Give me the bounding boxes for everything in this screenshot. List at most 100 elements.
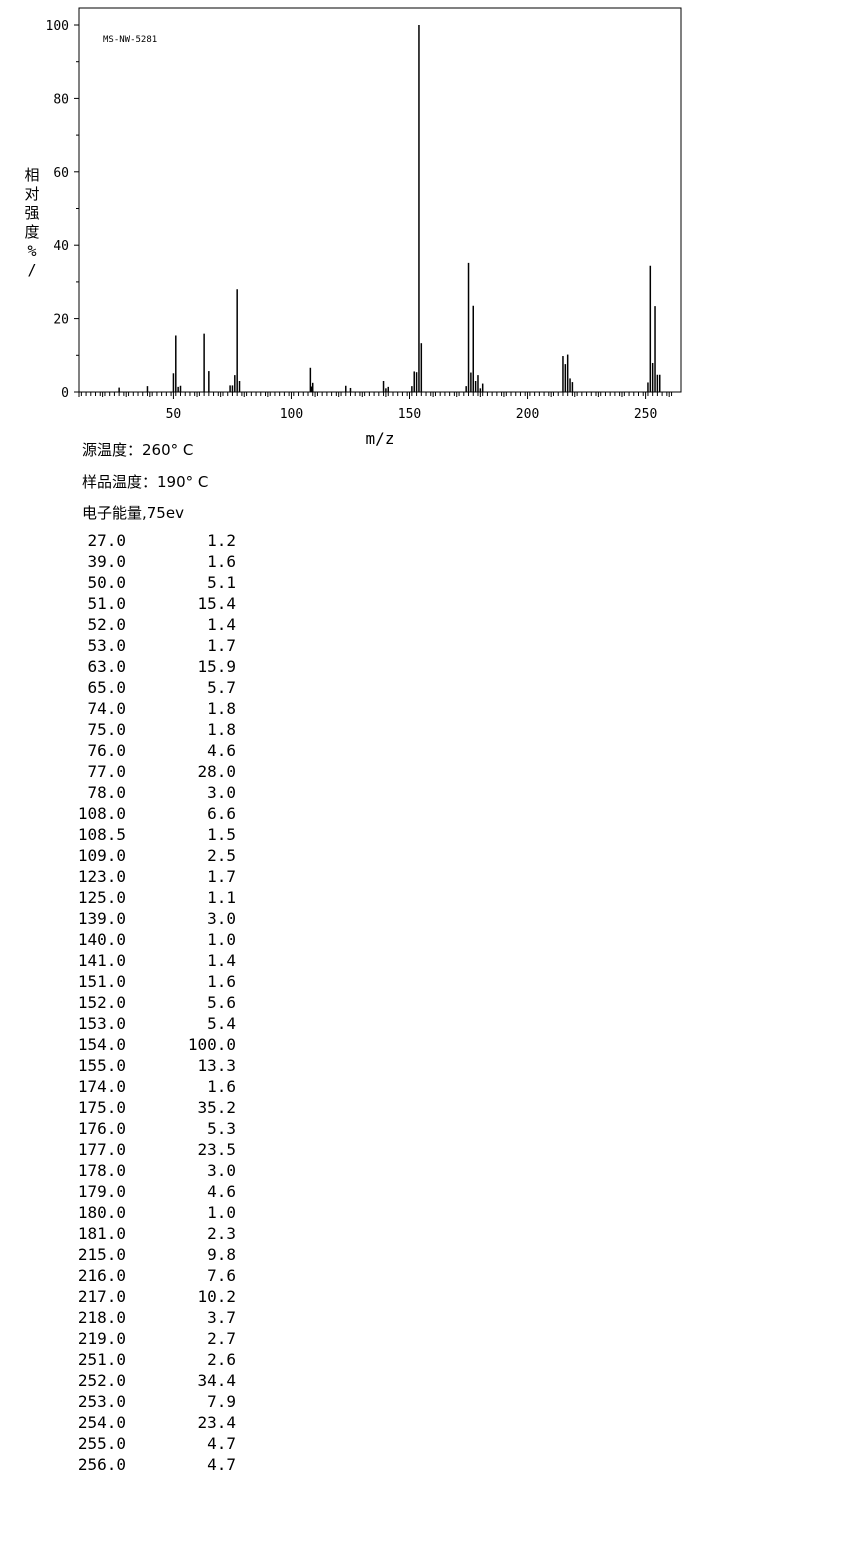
peak-mz: 154.0: [77, 1035, 126, 1054]
peak-intensity: 4.7: [207, 1455, 236, 1474]
peak-mz: 251.0: [77, 1350, 126, 1369]
peak-intensity: 5.1: [207, 573, 236, 592]
peak-intensity: 9.8: [207, 1245, 236, 1264]
peak-intensity: 1.6: [207, 552, 236, 571]
peak-mz: 50.0: [87, 573, 126, 592]
peak-intensity: 13.3: [197, 1056, 236, 1075]
peak-intensity: 1.1: [207, 888, 236, 907]
peak-intensity: 1.2: [207, 531, 236, 550]
peak-mz: 219.0: [77, 1329, 126, 1348]
peak-mz: 151.0: [77, 972, 126, 991]
peak-intensity: 2.5: [207, 846, 236, 865]
peak-mz: 255.0: [77, 1434, 126, 1453]
plot-frame: [78, 7, 682, 393]
peak-mz: 252.0: [77, 1371, 126, 1390]
y-tick-label: 80: [53, 92, 69, 107]
peak-mz: 152.0: [77, 993, 126, 1012]
peak-intensity: 1.7: [207, 867, 236, 886]
source-temperature: 源温度：260° C: [82, 441, 194, 459]
peak-mz: 256.0: [77, 1455, 126, 1474]
peak-intensity: 3.0: [207, 783, 236, 802]
peak-intensity: 23.5: [197, 1140, 236, 1159]
y-axis-label-char: 相: [24, 166, 39, 184]
peak-mz: 77.0: [87, 762, 126, 781]
peak-intensity: 3.0: [207, 909, 236, 928]
peak-intensity: 1.0: [207, 930, 236, 949]
peak-mz: 178.0: [77, 1161, 126, 1180]
peak-intensity: 100.0: [187, 1035, 236, 1054]
peak-intensity: 1.5: [207, 825, 236, 844]
chart-title: MS-NW-5281: [103, 35, 157, 45]
peak-intensity: 28.0: [197, 762, 236, 781]
peak-mz: 215.0: [77, 1245, 126, 1264]
peak-intensity: 1.6: [207, 1077, 236, 1096]
peak-intensity: 5.7: [207, 678, 236, 697]
peak-intensity: 2.7: [207, 1329, 236, 1348]
peak-mz: 254.0: [77, 1413, 126, 1432]
peak-intensity: 6.6: [207, 804, 236, 823]
spectrum-bars: [118, 25, 661, 392]
peak-intensity: 1.6: [207, 972, 236, 991]
y-tick-label: 60: [53, 166, 69, 181]
peak-mz: 39.0: [87, 552, 126, 571]
peak-mz: 176.0: [77, 1119, 126, 1138]
x-tick-label: 50: [166, 407, 182, 422]
peak-mz: 253.0: [77, 1392, 126, 1411]
peak-intensity: 2.6: [207, 1350, 236, 1369]
peak-mz: 63.0: [87, 657, 126, 676]
x-tick-label: 250: [634, 407, 657, 422]
y-tick-label: 0: [61, 386, 69, 401]
y-axis: 0 20 40 60 80 100: [46, 19, 79, 401]
y-axis-label: 相对强度% /: [24, 166, 39, 279]
peak-mz: 153.0: [77, 1014, 126, 1033]
peak-intensity: 1.0: [207, 1203, 236, 1222]
x-tick-label: 100: [280, 407, 303, 422]
peak-mz: 216.0: [77, 1266, 126, 1285]
peak-intensity: 5.4: [207, 1014, 236, 1033]
peak-mz: 74.0: [87, 699, 126, 718]
x-tick-label: 200: [516, 407, 539, 422]
peak-mz: 175.0: [77, 1098, 126, 1117]
peak-intensity: 10.2: [197, 1287, 236, 1306]
x-tick-label: 150: [398, 407, 421, 422]
peak-mz: 76.0: [87, 741, 126, 760]
peak-mz: 141.0: [77, 951, 126, 970]
peak-mz: 109.0: [77, 846, 126, 865]
peak-mz: 108.0: [77, 804, 126, 823]
peak-mz: 217.0: [77, 1287, 126, 1306]
y-axis-label-char: 强: [24, 204, 39, 222]
sample-temperature: 样品温度：190° C: [82, 473, 209, 491]
peak-mz: 51.0: [87, 594, 126, 613]
peak-mz: 108.5: [77, 825, 126, 844]
peak-intensity: 3.7: [207, 1308, 236, 1327]
mass-spectrum-chart: 0 20 40 60 80 100 50 100 150 200 250 MS-NW-5281 相…: [24, 7, 682, 448]
peak-intensity: 23.4: [197, 1413, 236, 1432]
peak-intensity: 1.8: [207, 699, 236, 718]
peak-intensity: 7.6: [207, 1266, 236, 1285]
peak-intensity: 7.9: [207, 1392, 236, 1411]
peak-intensity: 4.7: [207, 1434, 236, 1453]
peak-mz: 140.0: [77, 930, 126, 949]
peak-intensity: 15.4: [197, 594, 236, 613]
peak-intensity: 15.9: [197, 657, 236, 676]
peak-intensity: 4.6: [207, 1182, 236, 1201]
y-tick-label: 100: [46, 19, 69, 34]
peak-mz: 139.0: [77, 909, 126, 928]
peak-mz: 75.0: [87, 720, 126, 739]
peak-intensity: 2.3: [207, 1224, 236, 1243]
peak-intensity: 35.2: [197, 1098, 236, 1117]
peak-intensity: 1.7: [207, 636, 236, 655]
peak-mz: 179.0: [77, 1182, 126, 1201]
peak-mz: 125.0: [77, 888, 126, 907]
peak-mz: 53.0: [87, 636, 126, 655]
x-axis: 50 100 150 200 250: [78, 392, 673, 422]
x-axis-label: m/z: [366, 429, 395, 448]
peak-intensity: 3.0: [207, 1161, 236, 1180]
y-axis-label-char: /: [27, 261, 36, 279]
peak-intensity: 5.3: [207, 1119, 236, 1138]
y-axis-label-char: 度: [24, 223, 39, 241]
peak-mz: 174.0: [77, 1077, 126, 1096]
y-tick-label: 20: [53, 313, 69, 328]
peak-mz: 218.0: [77, 1308, 126, 1327]
y-axis-label-char: %: [27, 242, 36, 260]
